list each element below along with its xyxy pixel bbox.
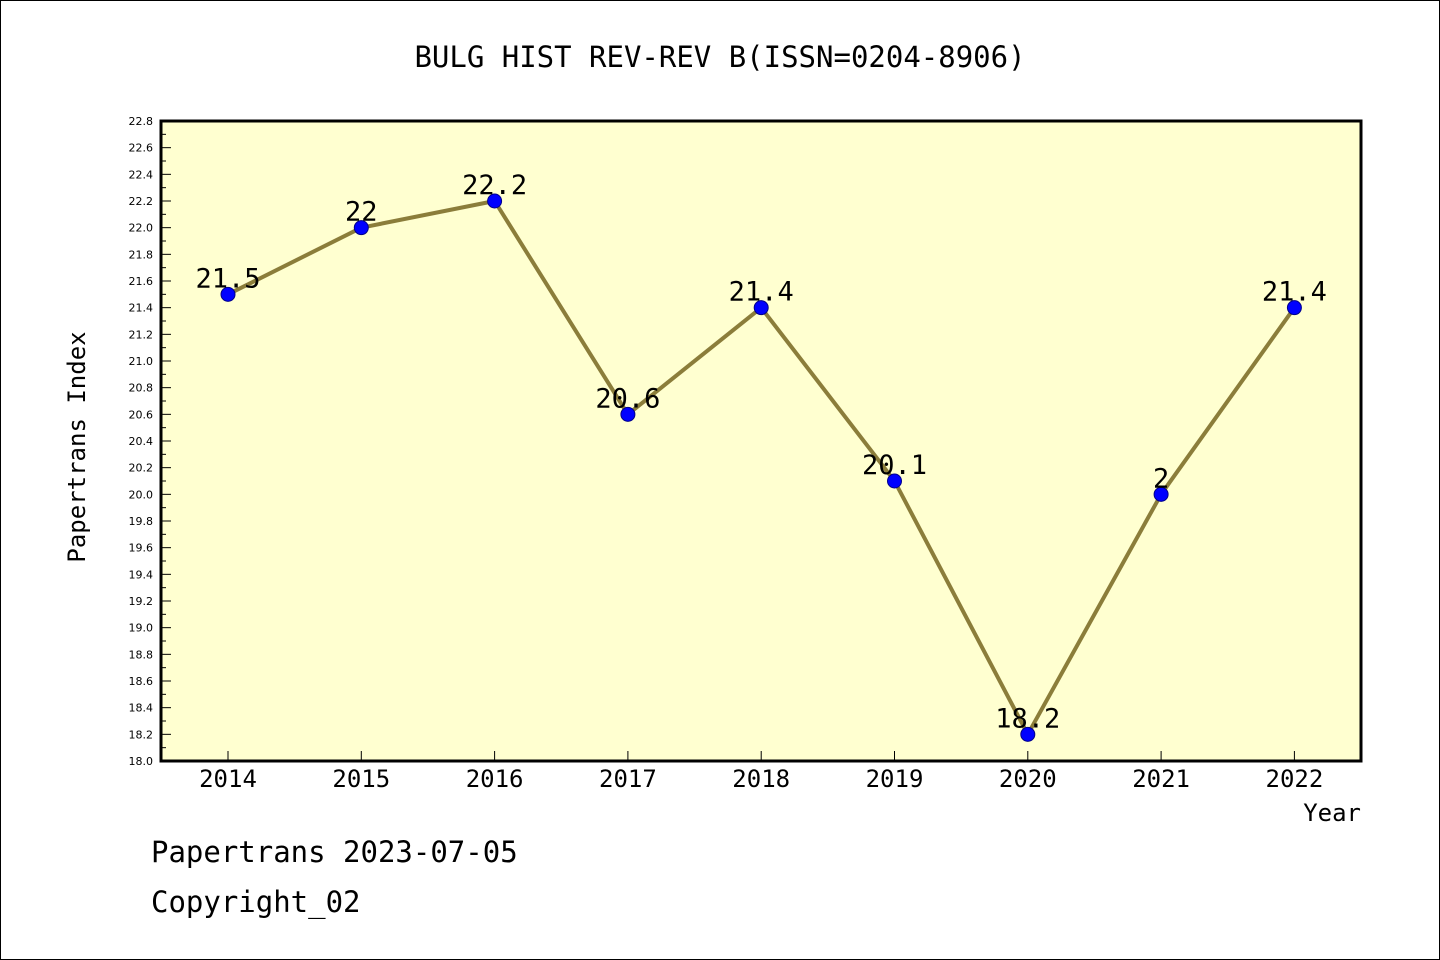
y-tick-label: 20.8	[129, 382, 154, 395]
y-tick-label: 21.2	[129, 328, 154, 341]
data-label: 18.2	[995, 703, 1060, 734]
x-axis: 2014 2015 2016 2017 2018 2019 2020 2021 2022	[199, 751, 1323, 793]
y-tick-label: 22.0	[129, 222, 154, 235]
y-tick-label: 21.8	[129, 248, 154, 261]
x-tick-label: 2018	[732, 765, 790, 793]
y-tick-label: 18.4	[129, 702, 154, 715]
x-tick-label: 2014	[199, 765, 257, 793]
x-axis-label: Year	[1303, 799, 1361, 827]
data-label: 20.6	[595, 383, 660, 414]
plot-area	[159, 119, 1363, 763]
y-tick-label: 19.2	[129, 595, 154, 608]
y-tick-label: 18.2	[129, 728, 154, 741]
data-point	[1153, 486, 1169, 502]
data-label: 22.2	[462, 170, 527, 201]
data-label: 20.1	[862, 450, 927, 481]
data-label: 21.4	[729, 277, 794, 308]
data-point	[887, 473, 902, 489]
data-point	[353, 220, 369, 236]
y-axis-label: Papertrans Index	[63, 331, 91, 562]
y-tick-label: 20.4	[129, 435, 154, 448]
footer-date-line: Papertrans 2023-07-05	[151, 835, 518, 869]
y-tick-label: 18.6	[129, 675, 154, 688]
footer-copyright: Copyright_02	[151, 885, 361, 919]
data-point	[1286, 300, 1302, 316]
y-tick-label: 22.8	[129, 115, 154, 128]
y-tick-label: 20.2	[129, 462, 154, 475]
y-tick-label: 19.8	[129, 515, 154, 528]
y-tick-label: 19.0	[129, 622, 154, 635]
y-tick-label: 18.0	[129, 755, 154, 768]
data-label: 21.5	[195, 263, 260, 294]
x-tick-label: 2019	[866, 765, 924, 793]
chart-title: BULG HIST REV-REV B(ISSN=0204-8906)	[414, 40, 1025, 74]
y-tick-label: 19.4	[129, 568, 154, 581]
y-tick-label: 22.6	[129, 142, 154, 155]
data-point	[620, 406, 636, 422]
y-tick-label: 22.4	[129, 168, 154, 181]
y-tick-label: 20.0	[129, 488, 154, 501]
data-label: 21.4	[1262, 277, 1327, 308]
y-tick-label: 19.6	[129, 542, 154, 555]
x-tick-label: 2020	[999, 765, 1057, 793]
x-tick-label: 2015	[332, 765, 390, 793]
data-labels: 21.5 22 22.2 20.6 21.4 20.1 18.2 2 21.4	[195, 170, 1326, 734]
y-tick-label: 21.6	[129, 275, 154, 288]
data-point	[1020, 726, 1036, 742]
y-tick-label: 21.4	[129, 302, 154, 315]
x-tick-label: 2017	[599, 765, 657, 793]
data-label: 2	[1153, 463, 1169, 494]
data-point	[487, 193, 503, 209]
y-tick-label: 22.2	[129, 195, 154, 208]
data-label: 22	[345, 197, 378, 228]
data-point	[220, 286, 236, 302]
y-tick-label: 18.8	[129, 648, 154, 661]
y-tick-label: 21.0	[129, 355, 154, 368]
y-tick-label: 20.6	[129, 408, 154, 421]
series-layer	[220, 193, 1302, 742]
x-tick-label: 2016	[466, 765, 524, 793]
y-axis: 18.0 18.2 18.4 18.6 18.8 19.0 19.2 19.4 19.6 19.8…	[129, 115, 171, 768]
data-point	[753, 300, 769, 316]
x-tick-label: 2022	[1266, 765, 1324, 793]
x-tick-label: 2021	[1132, 765, 1190, 793]
